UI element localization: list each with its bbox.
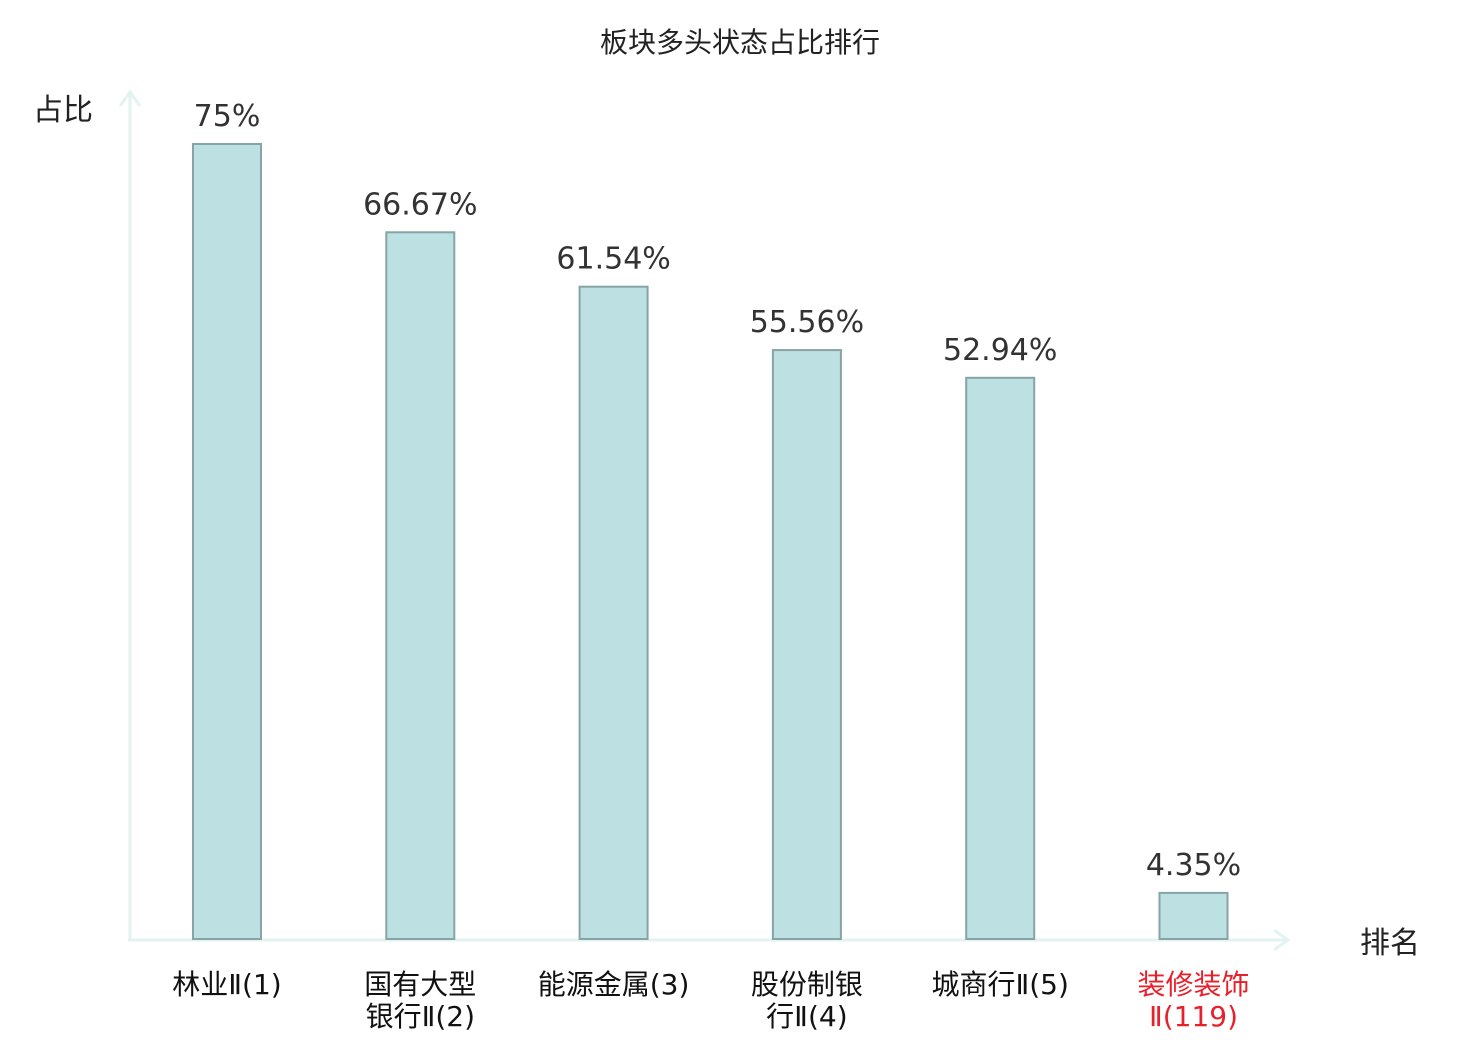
category-label: Ⅱ(119): [1149, 1000, 1238, 1033]
bar: [385, 231, 456, 941]
bars: [192, 143, 1229, 941]
bar: [1158, 891, 1229, 941]
category-label: 行Ⅱ(4): [766, 1000, 847, 1033]
bar: [578, 285, 649, 940]
category-label: 股份制银: [751, 968, 863, 1001]
y-axis-arrow: [118, 89, 142, 107]
value-labels: 75% 66.67% 61.54% 55.56% 52.94% 4.35%: [194, 99, 1242, 883]
chart-title: 板块多头状态占比排行: [600, 26, 880, 59]
category-label: 能源金属(3): [538, 968, 690, 1001]
value-label: 4.35%: [1146, 848, 1241, 883]
value-label: 52.94%: [943, 333, 1057, 368]
bar: [192, 143, 262, 940]
axes: [118, 89, 1291, 952]
y-axis-label: 占比: [33, 93, 93, 128]
x-axis-label: 排名: [1360, 926, 1420, 961]
bar: [771, 349, 842, 941]
x-axis-arrow: [1273, 928, 1291, 952]
category-label: 城商行Ⅱ(5): [931, 968, 1068, 1001]
category-label: 银行Ⅱ(2): [366, 1000, 475, 1033]
value-label: 55.56%: [750, 305, 864, 340]
category-label: 林业Ⅱ(1): [172, 968, 281, 1001]
value-label: 66.67%: [363, 187, 477, 222]
value-label: 61.54%: [556, 242, 670, 277]
category-label: 装修装饰: [1137, 968, 1249, 1001]
value-label: 75%: [194, 99, 261, 134]
bar: [965, 376, 1036, 940]
category-label: 国有大型: [364, 968, 476, 1001]
